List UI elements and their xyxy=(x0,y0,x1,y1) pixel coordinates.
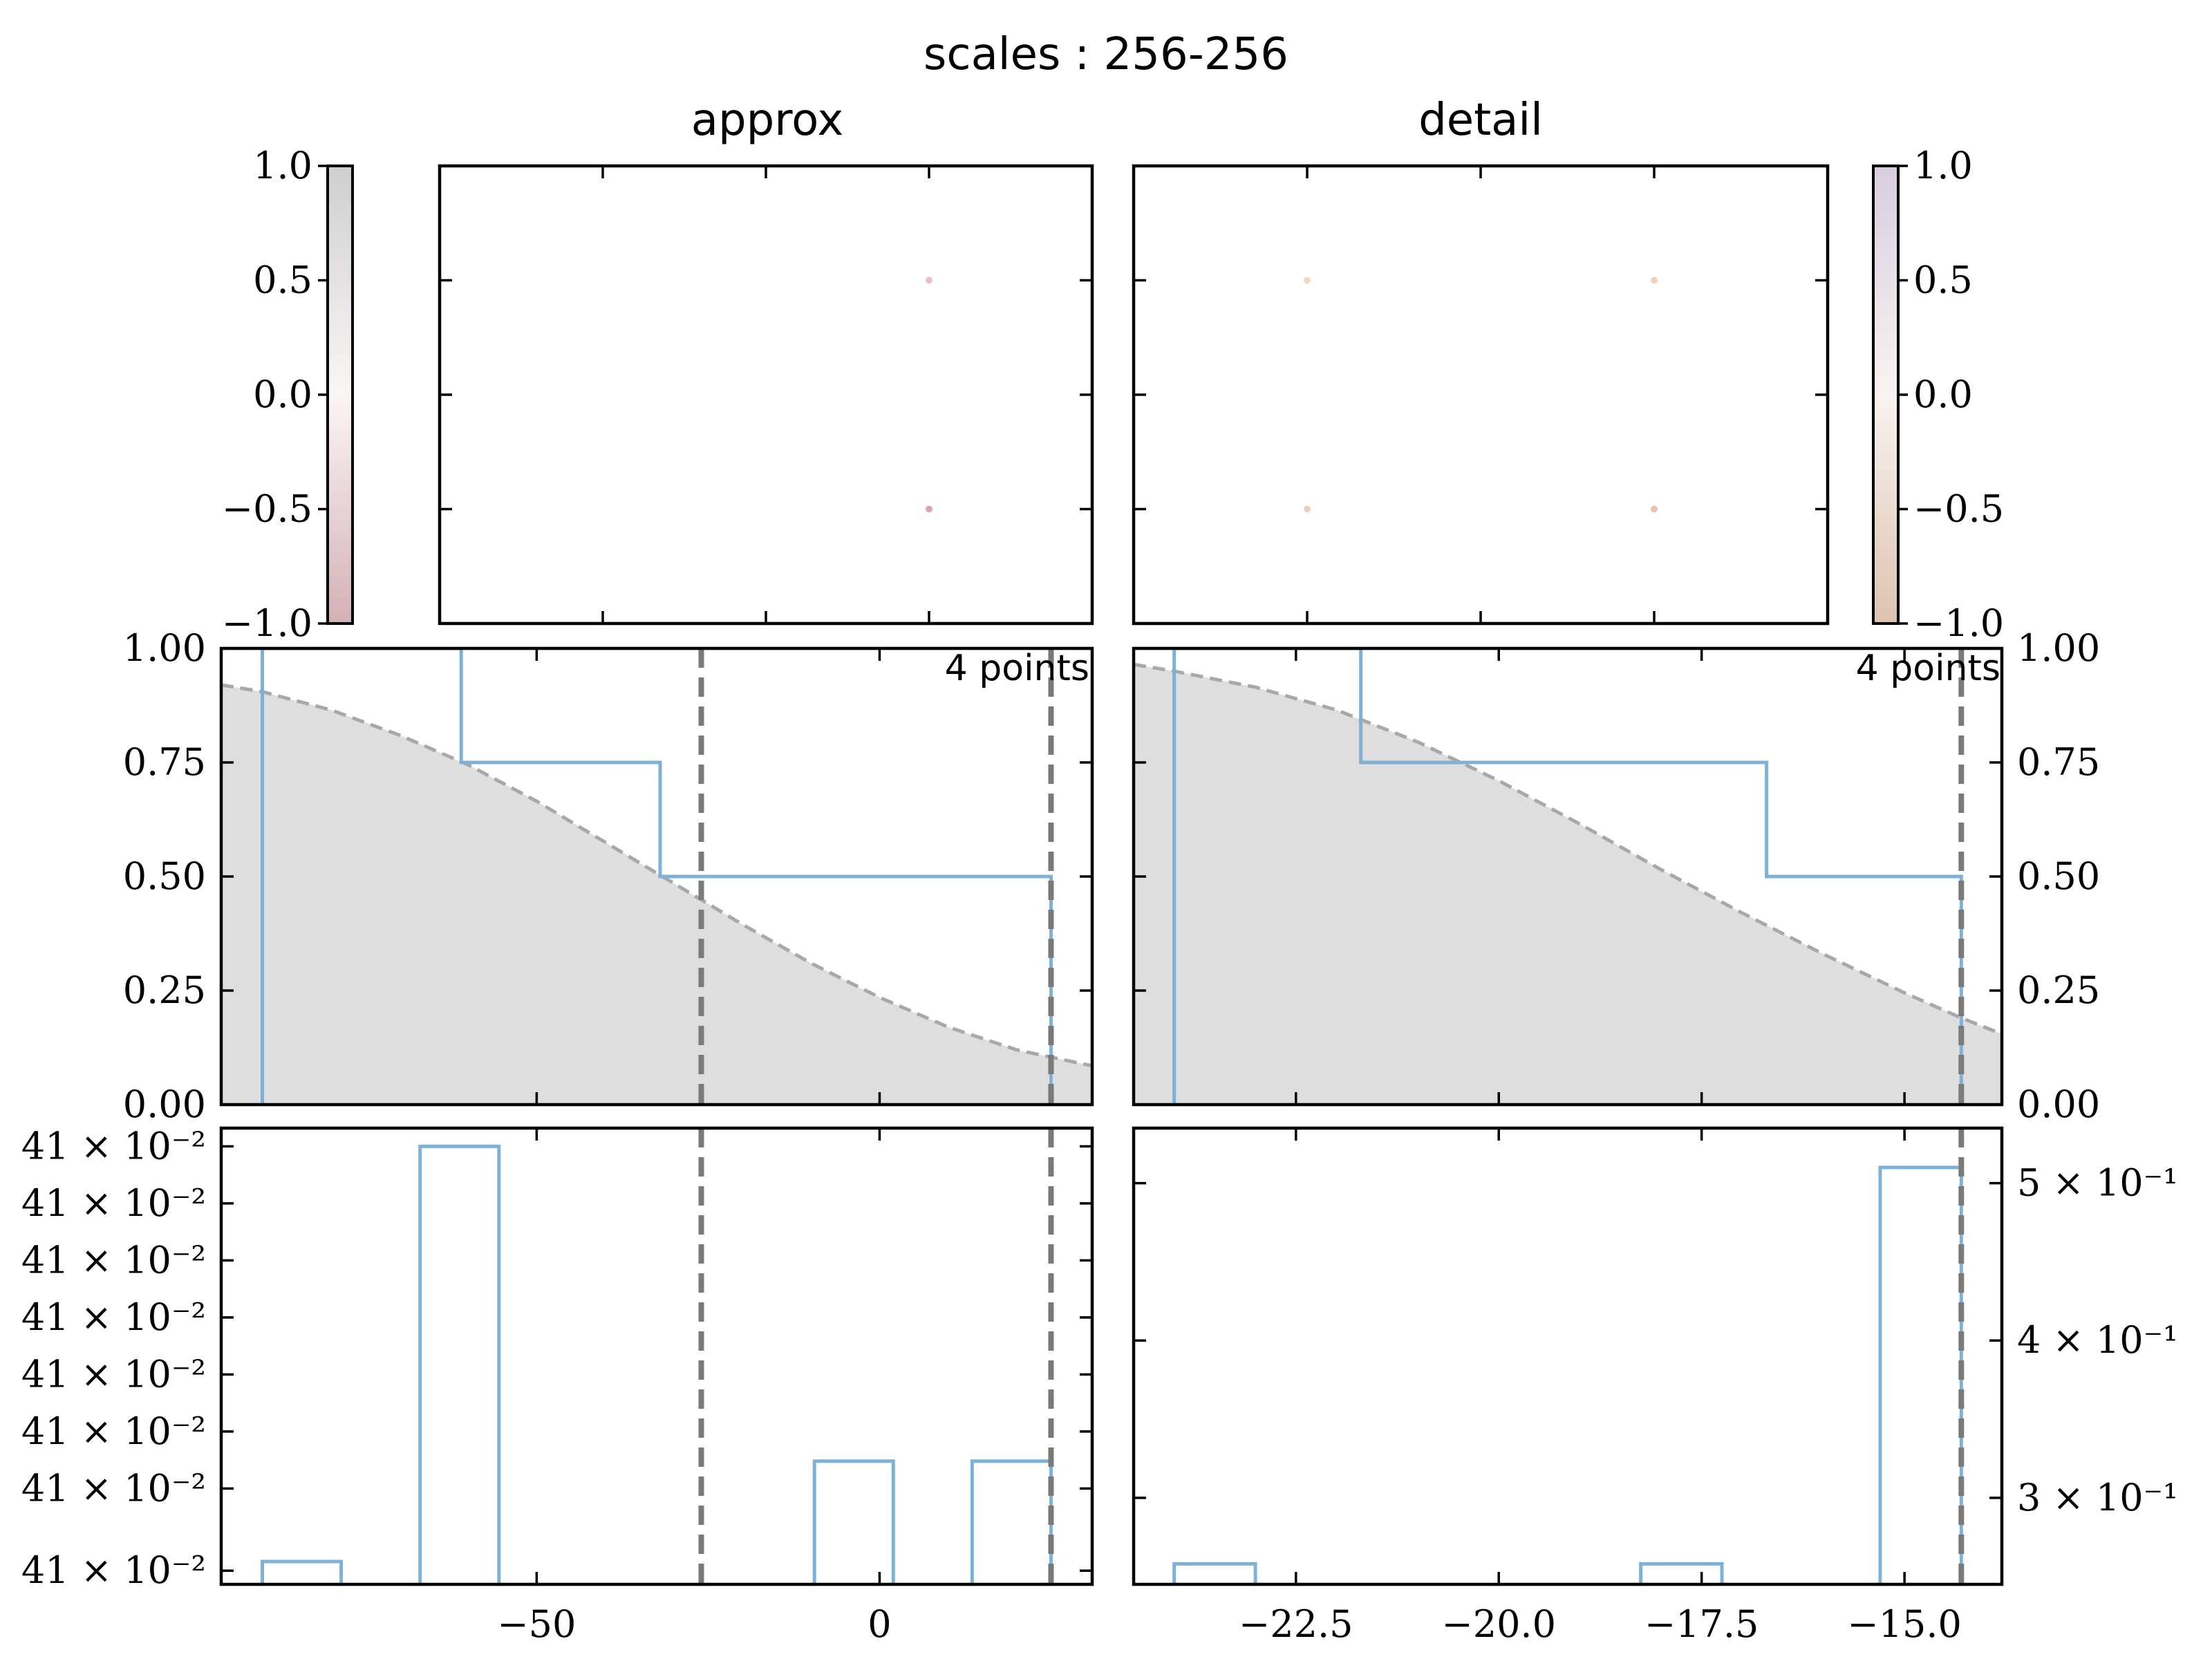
approx-image-panel: approx xyxy=(438,95,1094,626)
detail-colorbar-bar xyxy=(1872,165,1900,625)
detail-hist-frame xyxy=(1132,1126,2004,1586)
approx-image-ticks xyxy=(440,166,1092,624)
detail-cdf-ecdf-step xyxy=(1172,648,1963,1105)
detail-hist-xtick-label: −15.0 xyxy=(1847,1602,1961,1646)
approx-title: approx xyxy=(691,95,843,146)
approx-hist-ticks: 41 × 10⁻² 41 × 10⁻² 41 × 10⁻² 41 × 10⁻² 41 ×… xyxy=(21,1124,1092,1646)
approx-colorbar-tick-label: −0.5 xyxy=(222,487,312,531)
approx-colorbar-tick-label: 0.5 xyxy=(253,259,312,302)
detail-colorbar-tick-label: 0.0 xyxy=(1913,373,1973,416)
detail-cdf-panel: 4 points 0.00 0.25 0.50 0.75 1.00 xyxy=(1132,626,2100,1126)
approx-colorbar-tick-label: 0.0 xyxy=(253,373,312,416)
approx-hist-ytick-label: 41 × 10⁻² xyxy=(21,1352,206,1396)
detail-hist-ticks: 5 × 10⁻¹ 4 × 10⁻¹ 3 × 10⁻¹ −22.5 −20.0 −17.5 −… xyxy=(1134,1128,2178,1646)
detail-hist-ytick-label: 4 × 10⁻¹ xyxy=(2017,1318,2178,1362)
detail-image-points xyxy=(1304,276,1658,513)
approx-cdf-panel: 4 points 0.00 0.25 0.50 0.75 1.00 xyxy=(123,626,1094,1126)
approx-hist-bin xyxy=(261,1559,344,1584)
approx-hist-ytick-label: 41 × 10⁻² xyxy=(21,1548,206,1592)
approx-colorbar-ticks: 1.0 0.5 0.0 −0.5 −1.0 xyxy=(222,144,328,645)
detail-colorbar-tick-label: 1.0 xyxy=(1913,144,1973,187)
approx-cdf-kde-line xyxy=(221,683,1092,1068)
approx-hist-ytick-label: 41 × 10⁻² xyxy=(21,1238,206,1282)
detail-cdf-kde-line xyxy=(1134,662,2002,1036)
detail-title: detail xyxy=(1418,95,1543,146)
approx-image-pixel xyxy=(926,505,932,513)
approx-cdf-ytick-label: 1.00 xyxy=(123,626,206,670)
approx-cdf-ecdf-step xyxy=(261,648,1053,1105)
approx-hist-frame xyxy=(219,1126,1094,1586)
detail-cdf-ytick-label: 0.25 xyxy=(2017,968,2100,1012)
detail-cdf-ticks: 0.00 0.25 0.50 0.75 1.00 xyxy=(1134,626,2100,1126)
detail-image-pixel xyxy=(1304,276,1311,284)
detail-hist-ytick-label: 5 × 10⁻¹ xyxy=(2017,1161,2178,1205)
approx-cdf-kde-area xyxy=(221,684,1092,1105)
approx-image-pixel xyxy=(926,276,932,284)
approx-hist-xtick-label: −50 xyxy=(497,1602,576,1646)
approx-colorbar-tick-label: 1.0 xyxy=(253,144,312,187)
detail-cdf-content xyxy=(1134,648,2002,1105)
approx-hist-xtick-label: 0 xyxy=(868,1602,891,1646)
approx-colorbar-bar xyxy=(326,165,354,625)
approx-cdf-ticks: 0.00 0.25 0.50 0.75 1.00 xyxy=(123,626,1092,1126)
figure-suptitle: scales : 256-256 xyxy=(924,29,1288,80)
detail-hist-ytick-label: 3 × 10⁻¹ xyxy=(2017,1476,2178,1519)
detail-hist-bin xyxy=(1878,1165,1963,1584)
detail-image-frame xyxy=(1132,164,1830,626)
detail-hist-xtick-label: −20.0 xyxy=(1441,1602,1555,1646)
approx-hist-ytick-label: 41 × 10⁻² xyxy=(21,1466,206,1510)
detail-image-panel: detail xyxy=(1132,95,1830,626)
detail-colorbar-ticks: 1.0 0.5 0.0 −0.5 −1.0 xyxy=(1898,144,2004,645)
approx-colorbar: 1.0 0.5 0.0 −0.5 −1.0 xyxy=(222,144,354,645)
detail-cdf-kde-area xyxy=(1134,664,2002,1105)
approx-cdf-ytick-label: 0.25 xyxy=(123,968,206,1012)
detail-colorbar-tick-label: 0.5 xyxy=(1913,259,1973,302)
detail-hist-bin xyxy=(1172,1562,1257,1584)
approx-hist-bin xyxy=(970,1459,1053,1584)
approx-colorbar-tick-label: −1.0 xyxy=(222,601,312,645)
detail-colorbar-tick-label: −1.0 xyxy=(1913,601,2004,645)
approx-hist-ytick-label: 41 × 10⁻² xyxy=(21,1124,206,1168)
approx-hist-bin xyxy=(812,1459,895,1584)
detail-image-pixel xyxy=(1651,505,1658,513)
detail-cdf-annotation: 4 points xyxy=(1856,648,2000,689)
approx-image-frame xyxy=(438,164,1094,626)
approx-hist-bin xyxy=(418,1144,501,1584)
approx-cdf-annotation: 4 points xyxy=(945,648,1089,689)
detail-colorbar: 1.0 0.5 0.0 −0.5 −1.0 xyxy=(1872,144,2004,645)
detail-image-pixel xyxy=(1304,505,1311,513)
approx-image-points xyxy=(926,276,932,513)
approx-hist-content xyxy=(261,1128,1054,1584)
detail-hist-xtick-label: −22.5 xyxy=(1239,1602,1353,1646)
detail-colorbar-tick-label: −0.5 xyxy=(1913,487,2004,531)
detail-cdf-ytick-label: 0.50 xyxy=(2017,854,2100,898)
detail-cdf-ytick-label: 0.00 xyxy=(2017,1082,2100,1126)
approx-hist-ytick-label: 41 × 10⁻² xyxy=(21,1295,206,1339)
detail-cdf-ytick-label: 1.00 xyxy=(2017,626,2100,670)
approx-hist-ytick-label: 41 × 10⁻² xyxy=(21,1181,206,1225)
approx-cdf-ytick-label: 0.00 xyxy=(123,1082,206,1126)
detail-image-pixel xyxy=(1651,276,1658,284)
detail-image-ticks xyxy=(1134,166,1828,624)
detail-hist-content xyxy=(1172,1128,1965,1584)
detail-cdf-ytick-label: 0.75 xyxy=(2017,740,2100,784)
approx-cdf-content xyxy=(221,648,1092,1105)
approx-hist-ytick-label: 41 × 10⁻² xyxy=(21,1409,206,1453)
detail-hist-bin xyxy=(1639,1562,1724,1584)
detail-hist-xtick-label: −17.5 xyxy=(1644,1602,1759,1646)
detail-hist-panel: 5 × 10⁻¹ 4 × 10⁻¹ 3 × 10⁻¹ −22.5 −20.0 −17.5 −… xyxy=(1132,1126,2178,1646)
approx-hist-panel: 41 × 10⁻² 41 × 10⁻² 41 × 10⁻² 41 × 10⁻² 41 ×… xyxy=(21,1124,1094,1646)
approx-cdf-ytick-label: 0.50 xyxy=(123,854,206,898)
approx-cdf-ytick-label: 0.75 xyxy=(123,740,206,784)
